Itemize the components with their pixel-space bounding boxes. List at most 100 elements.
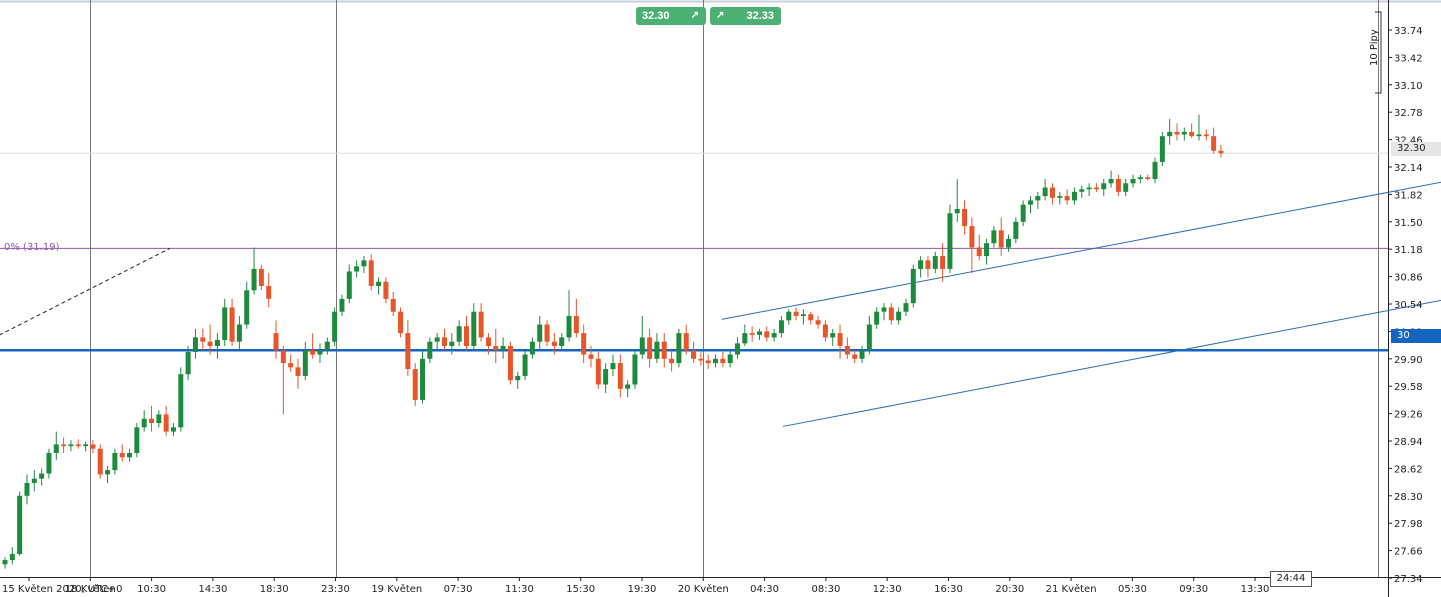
support-level-tag[interactable]: 30 [1391, 329, 1441, 343]
candle [332, 307, 338, 346]
candle-body [412, 369, 418, 400]
x-tick-label: 23:30 [321, 584, 350, 595]
current-price-tag: 32.30 [1391, 142, 1441, 156]
candle-body [200, 337, 206, 342]
candle [1174, 123, 1180, 141]
candle-body [149, 418, 154, 424]
candle [507, 341, 513, 385]
candle-body [398, 311, 404, 334]
candle-body [119, 452, 125, 458]
candle-body [1028, 200, 1033, 205]
candle [134, 423, 140, 458]
candle-body [302, 350, 308, 376]
candle-body [698, 358, 704, 361]
candle-body [434, 337, 440, 342]
y-tick-label: 33.74 [1394, 26, 1423, 37]
trend-lines[interactable] [0, 63, 1441, 427]
candle [647, 328, 653, 368]
candle [1042, 178, 1048, 201]
candle [273, 320, 279, 359]
candle [866, 315, 872, 355]
candle-body [918, 260, 924, 269]
candle [214, 333, 220, 359]
x-tick-label: 18:30 [260, 584, 289, 595]
candle-body [2, 560, 8, 565]
candle [683, 324, 689, 355]
candle-body [786, 311, 792, 321]
candle [698, 351, 704, 366]
candle-body [566, 315, 572, 338]
candle [932, 251, 938, 274]
x-tick-label: 18 Květen [65, 583, 116, 595]
candle [654, 333, 660, 364]
candle [1071, 187, 1077, 205]
candle [24, 474, 30, 505]
candle-body [727, 354, 733, 364]
candle [947, 204, 953, 274]
candle [493, 328, 499, 364]
candle [192, 328, 198, 359]
candle [119, 444, 125, 462]
candle-body [815, 320, 821, 325]
candle [778, 315, 784, 338]
sell-button[interactable]: 32.30 ↗ [636, 7, 706, 25]
y-tick-label: 30.86 [1394, 273, 1423, 284]
candle [830, 328, 836, 346]
buy-button[interactable]: ↗ 32.33 [710, 7, 781, 25]
candle-body [661, 341, 667, 359]
candle [1130, 174, 1136, 188]
candle [800, 309, 806, 325]
x-axis-ticks: 15 Květen 2020, UTC+018 Květen 10:30 14:30… [2, 577, 1269, 595]
y-axis-ticks: 33.74 33.42 33.10 32.78 32.46 32.14 31.82 31.50… [1388, 26, 1423, 585]
candle [53, 431, 59, 460]
candle-body [735, 343, 740, 355]
candle [236, 315, 242, 351]
candle-body [984, 243, 990, 257]
candle-body [31, 478, 37, 483]
candle-body [376, 281, 382, 287]
candle [1049, 183, 1055, 205]
candle [925, 256, 931, 278]
candle [639, 315, 645, 359]
candle-body [295, 367, 301, 376]
candle [178, 367, 184, 432]
y-tick-label: 28.62 [1394, 464, 1423, 475]
candle [280, 345, 286, 415]
y-tick-label: 30.54 [1394, 300, 1423, 311]
candle [822, 320, 828, 342]
candle-body [456, 326, 462, 342]
candle-body [1042, 187, 1048, 197]
candle-body [632, 354, 638, 385]
candle-body [1130, 178, 1136, 184]
candle [720, 351, 726, 368]
candle [1028, 196, 1033, 214]
fib-level-label: 0% (31.19) [4, 242, 60, 253]
candle [1189, 123, 1195, 138]
candle [1145, 174, 1151, 181]
candle-body [654, 341, 660, 359]
y-tick-label: 27.34 [1394, 574, 1423, 585]
candle-body [515, 375, 521, 381]
candle-body [1071, 191, 1077, 201]
channel-upper-line [721, 181, 1441, 320]
session-separators [90, 0, 1379, 577]
candle [962, 200, 968, 235]
x-tick-label: 04:30 [750, 584, 779, 595]
candle-body [1115, 178, 1121, 192]
candle-body [236, 324, 242, 342]
candle-countdown: 24:44 [1270, 571, 1312, 587]
candle [1064, 189, 1070, 205]
candle-body [888, 307, 894, 321]
candle-body [222, 307, 228, 340]
candle [310, 333, 316, 359]
candle [786, 309, 792, 325]
candle [998, 217, 1004, 257]
y-tick-label: 33.10 [1394, 81, 1423, 92]
candle [9, 547, 15, 565]
candle [1123, 178, 1129, 197]
candle [398, 307, 404, 338]
candle [881, 303, 887, 321]
candle-body [954, 208, 960, 214]
